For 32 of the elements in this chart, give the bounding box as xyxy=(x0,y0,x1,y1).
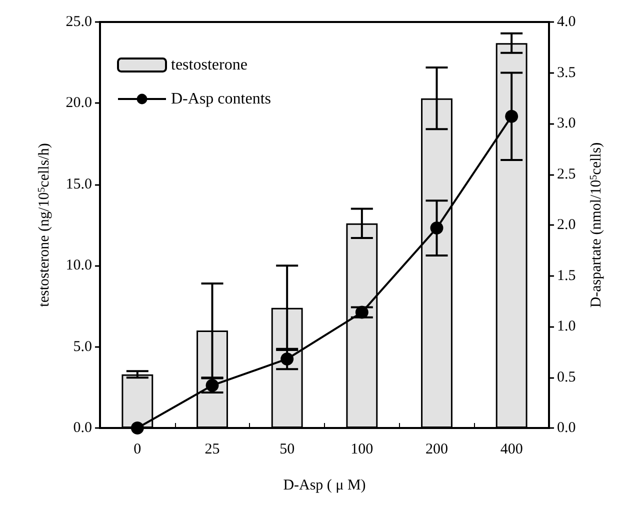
point xyxy=(280,352,294,366)
y-tick-label: 0.0 xyxy=(73,420,92,436)
x-axis-title: D-Asp ( μ M) xyxy=(283,478,366,494)
y-axis-title: testosterone (ng/105cells/h) xyxy=(36,143,52,307)
y2-tick-label: 0.5 xyxy=(557,369,576,386)
y2-tick-label: 1.5 xyxy=(557,268,576,284)
x-tick-label: 0 xyxy=(134,442,142,458)
y-tick-label: 10.0 xyxy=(66,258,92,274)
point xyxy=(355,306,368,319)
legend-label: D-Asp contents xyxy=(171,90,271,108)
y2-tick-label: 2.0 xyxy=(557,217,576,233)
x-tick-label: 400 xyxy=(500,442,523,458)
y2-tick-label: 0.0 xyxy=(557,420,576,436)
y2-axis-title: D-aspartate (nmol/105cells) xyxy=(588,142,604,308)
legend-label: testosterone xyxy=(171,56,248,74)
y2-tick-label: 3.0 xyxy=(557,116,576,132)
y2-tick-label: 1.0 xyxy=(557,318,576,334)
y-tick-label: 20.0 xyxy=(66,95,92,112)
x-tick-label: 25 xyxy=(204,442,220,458)
y2-tick-label: 4.0 xyxy=(557,14,576,30)
x-tick-label: 50 xyxy=(280,442,295,458)
point xyxy=(505,110,518,123)
point xyxy=(206,378,219,392)
x-tick-label: 100 xyxy=(350,442,374,458)
x-tick-label: 200 xyxy=(426,442,448,458)
y2-tick-label: 2.5 xyxy=(557,166,576,182)
y-tick-label: 5.0 xyxy=(73,338,92,355)
y-tick-label: 25.0 xyxy=(66,14,92,30)
point xyxy=(130,422,144,434)
y2-tick-label: 3.5 xyxy=(557,64,576,81)
y-tick-label: 15.0 xyxy=(66,176,92,192)
point xyxy=(430,222,444,235)
